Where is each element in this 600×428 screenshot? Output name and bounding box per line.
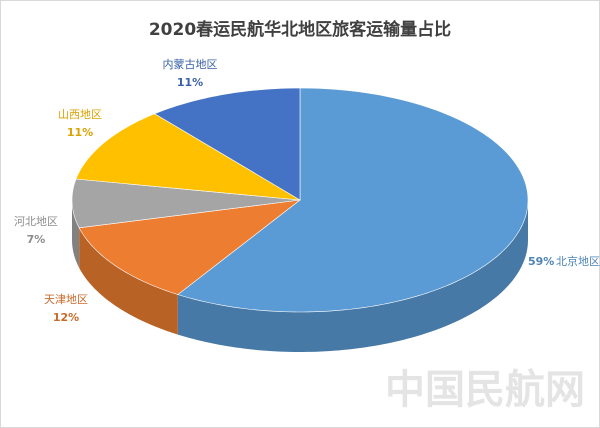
category-label: 北京地区 xyxy=(556,254,600,268)
pie-slice xyxy=(177,87,529,313)
value-label: 11% xyxy=(67,126,93,139)
category-label: 内蒙古地区 xyxy=(163,57,218,71)
pie-slice xyxy=(78,199,302,295)
watermark: 中国民航网 xyxy=(385,367,585,413)
value-label: 7% xyxy=(27,233,46,246)
value-label: 11% xyxy=(177,76,203,89)
value-label: 59% xyxy=(528,255,554,268)
pie-slice xyxy=(71,178,301,229)
category-label: 天津地区 xyxy=(44,293,88,306)
category-label: 河北地区 xyxy=(14,215,58,228)
pie-side xyxy=(79,227,178,335)
pie-side xyxy=(72,200,80,268)
value-label: 12% xyxy=(53,311,79,324)
pie-slice xyxy=(75,113,301,201)
pie-slice xyxy=(153,87,301,201)
pie-side xyxy=(177,200,529,352)
category-label: 山西地区 xyxy=(58,108,102,121)
chart-title: 2020春运民航华北地区旅客运输量占比 xyxy=(149,19,451,40)
